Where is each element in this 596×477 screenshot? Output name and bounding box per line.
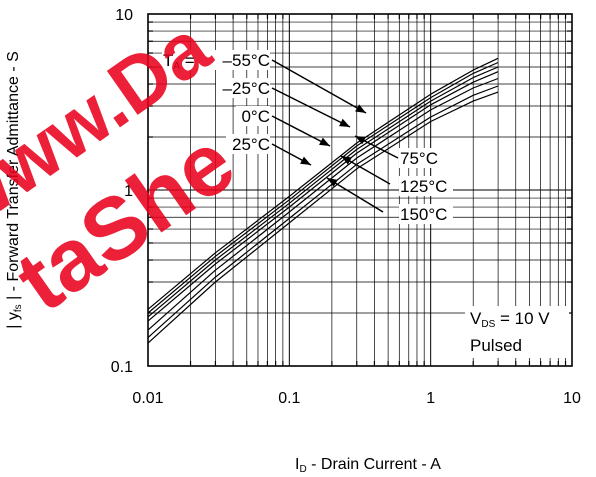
arrow-head-icon (327, 178, 338, 187)
temp-label-left: –25°C (223, 79, 270, 98)
label-background (226, 134, 270, 154)
y-axis-label-pre: | y (5, 312, 22, 329)
y-tick-label: 0.1 (111, 359, 133, 376)
arrow-head-icon (319, 137, 330, 146)
arrow-head-icon (339, 118, 350, 127)
temp-label-right: 125°C (400, 177, 447, 196)
annotations: TA = –55°C –25°C 0°C 25°C 75°C 125°C 150°C VDS … (162, 50, 569, 358)
x-tick-label: 0.01 (132, 390, 163, 407)
y-tick-label: 10 (115, 7, 133, 24)
y-tick-label: 1 (124, 183, 133, 200)
ta-label: TA = (163, 51, 195, 72)
x-tick-label: 0.1 (278, 390, 300, 407)
label-background (399, 176, 453, 196)
annotation-arrow-line (271, 59, 367, 114)
x-axis-label-sub: D (299, 464, 306, 475)
pulsed-label: Pulsed (470, 336, 522, 355)
x-axis-label-rest: - Drain Current - A (307, 456, 442, 473)
label-background (399, 204, 453, 224)
arrow-head-icon (300, 156, 311, 165)
series-line-1 (147, 61, 499, 314)
chart-frame (147, 13, 573, 367)
label-background (399, 148, 443, 168)
annotation-arrow-line (271, 115, 331, 147)
temp-label-left: –55°C (223, 51, 270, 70)
series-line-0 (147, 57, 499, 310)
arrow-head-icon (355, 136, 366, 145)
temp-label-left: 25°C (232, 135, 270, 154)
temp-label-left: 0°C (241, 107, 270, 126)
y-axis-label-rest: | - Forward Transfer Admittance - S (5, 51, 22, 304)
series-line-2 (147, 66, 499, 318)
label-background (236, 106, 270, 126)
label-background (216, 78, 270, 98)
vds-label: VDS = 10 V (470, 309, 550, 330)
arrow-head-icon (355, 104, 366, 113)
temp-label-right: 75°C (400, 149, 438, 168)
y-axis-label-sub: fs (13, 304, 24, 312)
x-tick-label: 10 (563, 390, 581, 407)
label-background (465, 306, 569, 358)
temp-label-right: 150°C (400, 205, 447, 224)
series-line-6 (147, 91, 499, 344)
x-axis-label-symbol: I (295, 456, 299, 473)
tick-labels: 0.01 0.1 1 10 0.1 1 10 (111, 7, 581, 407)
annotation-arrow-line (271, 87, 351, 128)
plot-frame (147, 13, 573, 367)
x-tick-label: 1 (426, 390, 435, 407)
series-line-4 (147, 77, 499, 331)
x-axis-label: ID - Drain Current - A (295, 456, 441, 475)
chart-curves (147, 57, 499, 344)
y-axis-label: | yfs | - Forward Transfer Admittance - … (5, 51, 24, 329)
series-line-3 (147, 71, 499, 322)
annotation-arrow-line (326, 177, 384, 213)
label-background (216, 50, 270, 70)
arrow-head-icon (341, 156, 352, 165)
